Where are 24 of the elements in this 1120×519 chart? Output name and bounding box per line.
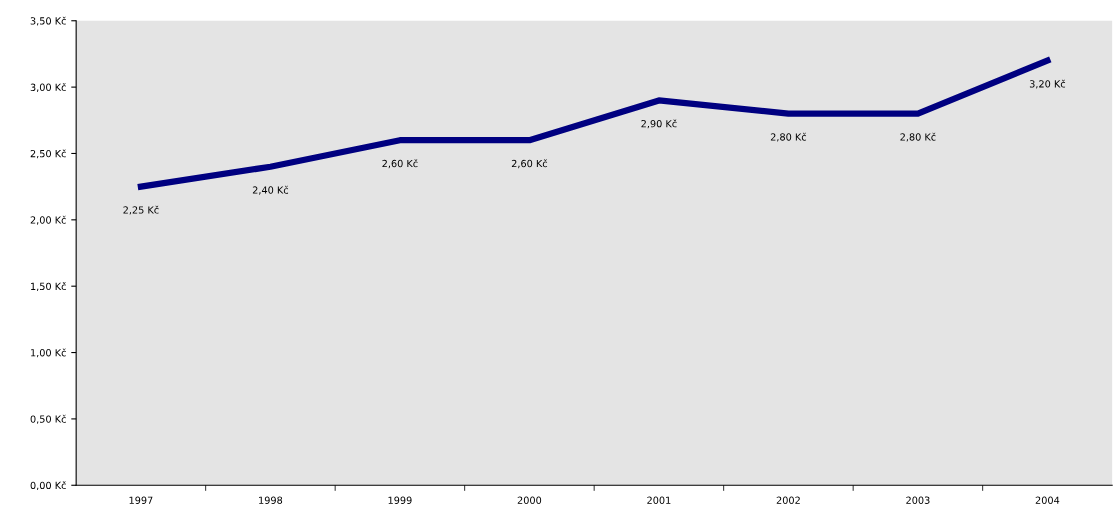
y-tick-label: 3,50 Kč	[30, 16, 66, 26]
y-tick-label: 1,00 Kč	[31, 348, 66, 358]
y-tick-label: 2,50 Kč	[30, 149, 66, 159]
y-tick-label: 2,00 Kč	[30, 215, 66, 225]
data-label: 2,90 Kč	[641, 119, 677, 129]
y-tick-label: 1,50 Kč	[31, 282, 66, 292]
x-tick-label: 1997	[129, 496, 153, 504]
x-tick-label: 2004	[1035, 496, 1060, 504]
data-label: 2,25 Kč	[123, 205, 159, 215]
data-label: 3,20 Kč	[1029, 79, 1066, 89]
data-label: 2,80 Kč	[770, 132, 807, 142]
y-tick-label: 0,00 Kč	[30, 481, 66, 491]
y-tick-label: 3,00 Kč	[30, 83, 66, 92]
x-tick-label: 1999	[388, 496, 412, 504]
data-label: 2,80 Kč	[900, 132, 936, 142]
x-tick-label: 2001	[647, 496, 671, 504]
x-tick-label: 2003	[906, 496, 930, 504]
data-label: 2,60 Kč	[382, 159, 418, 169]
x-tick-label: 2002	[776, 496, 800, 504]
data-label: 2,40 Kč	[252, 185, 289, 195]
data-label: 2,60 Kč	[511, 159, 548, 169]
x-tick-label: 2000	[517, 496, 542, 504]
x-tick-label: 1998	[259, 496, 283, 504]
y-tick-label: 0,50 Kč	[30, 414, 66, 424]
